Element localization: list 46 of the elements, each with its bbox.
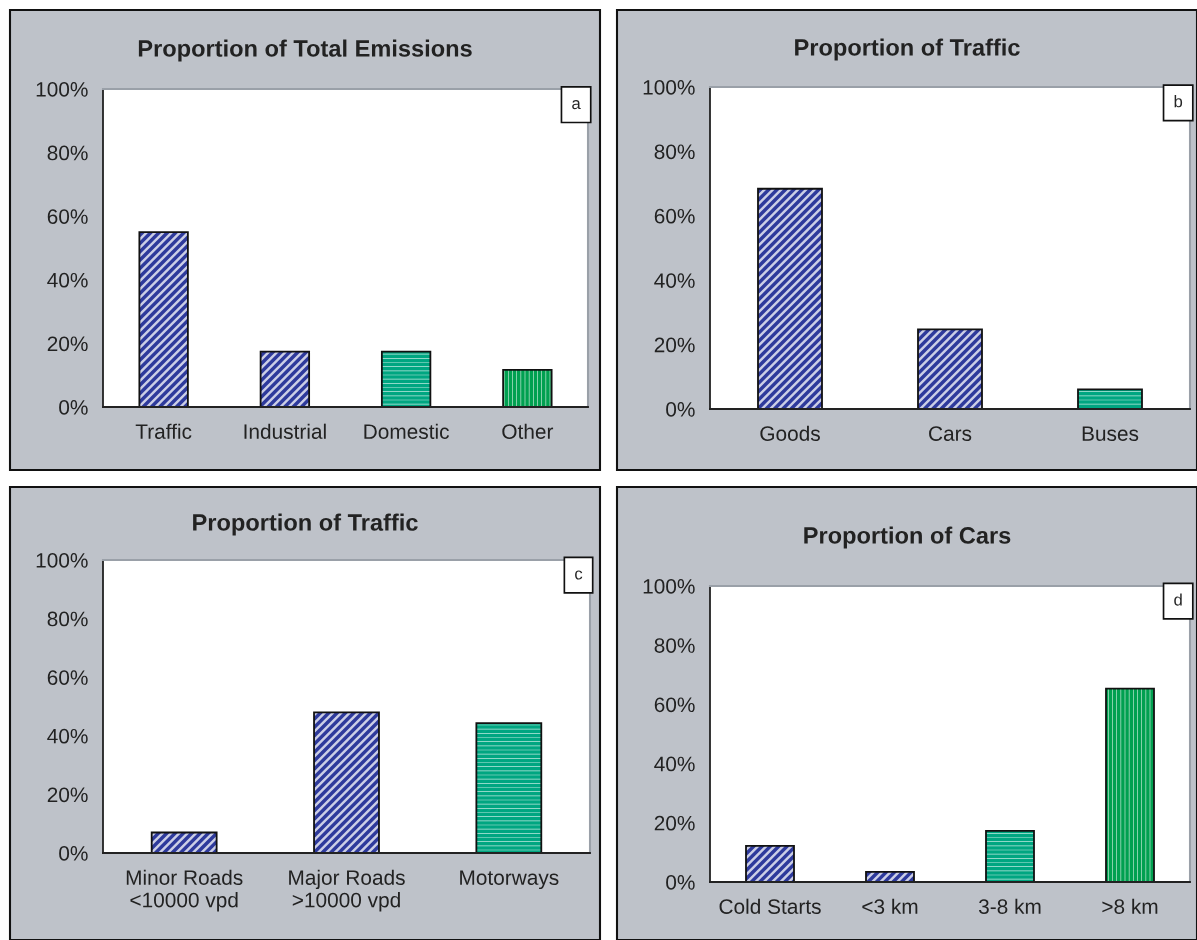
y-tick-label: 80% <box>654 144 695 160</box>
x-tick-label: Domestic <box>364 423 449 439</box>
y-tick-label: 60% <box>47 670 88 685</box>
x-tick-label: Industrial <box>244 423 326 439</box>
y-tick-label: 40% <box>47 272 88 288</box>
y-tick-label: 40% <box>47 728 88 744</box>
x-tick-label: Goods <box>760 425 820 441</box>
y-tick-label: 100% <box>643 579 695 594</box>
y-tick-label: 100% <box>643 80 695 95</box>
y-tick-label: 60% <box>654 208 695 224</box>
chart-title: Proportion of Traffic <box>193 513 418 536</box>
y-tick-label: 0% <box>59 400 88 415</box>
y-tick-label: 20% <box>654 337 695 353</box>
x-tick-label: Buses <box>1082 426 1139 441</box>
chart-title: Proportion of Traffic <box>795 38 1020 61</box>
x-tick-label: Other <box>502 423 554 439</box>
y-tick-label: 20% <box>47 787 88 803</box>
y-tick-label: 80% <box>47 145 88 161</box>
annotation: c <box>575 570 583 580</box>
y-tick-label: 20% <box>47 336 88 352</box>
y-tick-label: 60% <box>47 209 88 224</box>
y-tick-label: 0% <box>666 402 695 417</box>
x-tick-label: Traffic <box>135 423 192 439</box>
y-tick-label: 0% <box>666 875 695 890</box>
x-tick-label: <3 km <box>862 898 918 914</box>
x-tick-label: Major Roads >10000 vpd <box>289 869 405 912</box>
chart-title: Proportion of Cars <box>804 526 1011 549</box>
x-tick-label: 3-8 km <box>978 898 1041 914</box>
y-tick-label: 40% <box>654 756 695 772</box>
y-tick-label: 100% <box>36 82 88 97</box>
y-tick-label: 20% <box>654 815 695 831</box>
x-tick-label: Cold Starts <box>719 898 821 914</box>
y-tick-label: 80% <box>47 611 88 627</box>
y-tick-label: 80% <box>654 638 695 653</box>
x-tick-label: Minor Roads <10000 vpd <box>126 869 243 912</box>
y-tick-label: 0% <box>59 846 88 861</box>
y-tick-label: 60% <box>654 697 695 713</box>
annotation: b <box>1174 95 1183 108</box>
annotation: a <box>572 100 581 110</box>
annotation: d <box>1174 593 1182 606</box>
y-tick-label: 100% <box>36 553 88 568</box>
x-tick-label: >8 km <box>1102 898 1158 914</box>
x-tick-label: Cars <box>929 426 972 441</box>
x-tick-label: Motorways <box>460 870 559 890</box>
chart-title: Proportion of Total Emissions <box>138 39 472 62</box>
y-tick-label: 40% <box>654 273 695 288</box>
